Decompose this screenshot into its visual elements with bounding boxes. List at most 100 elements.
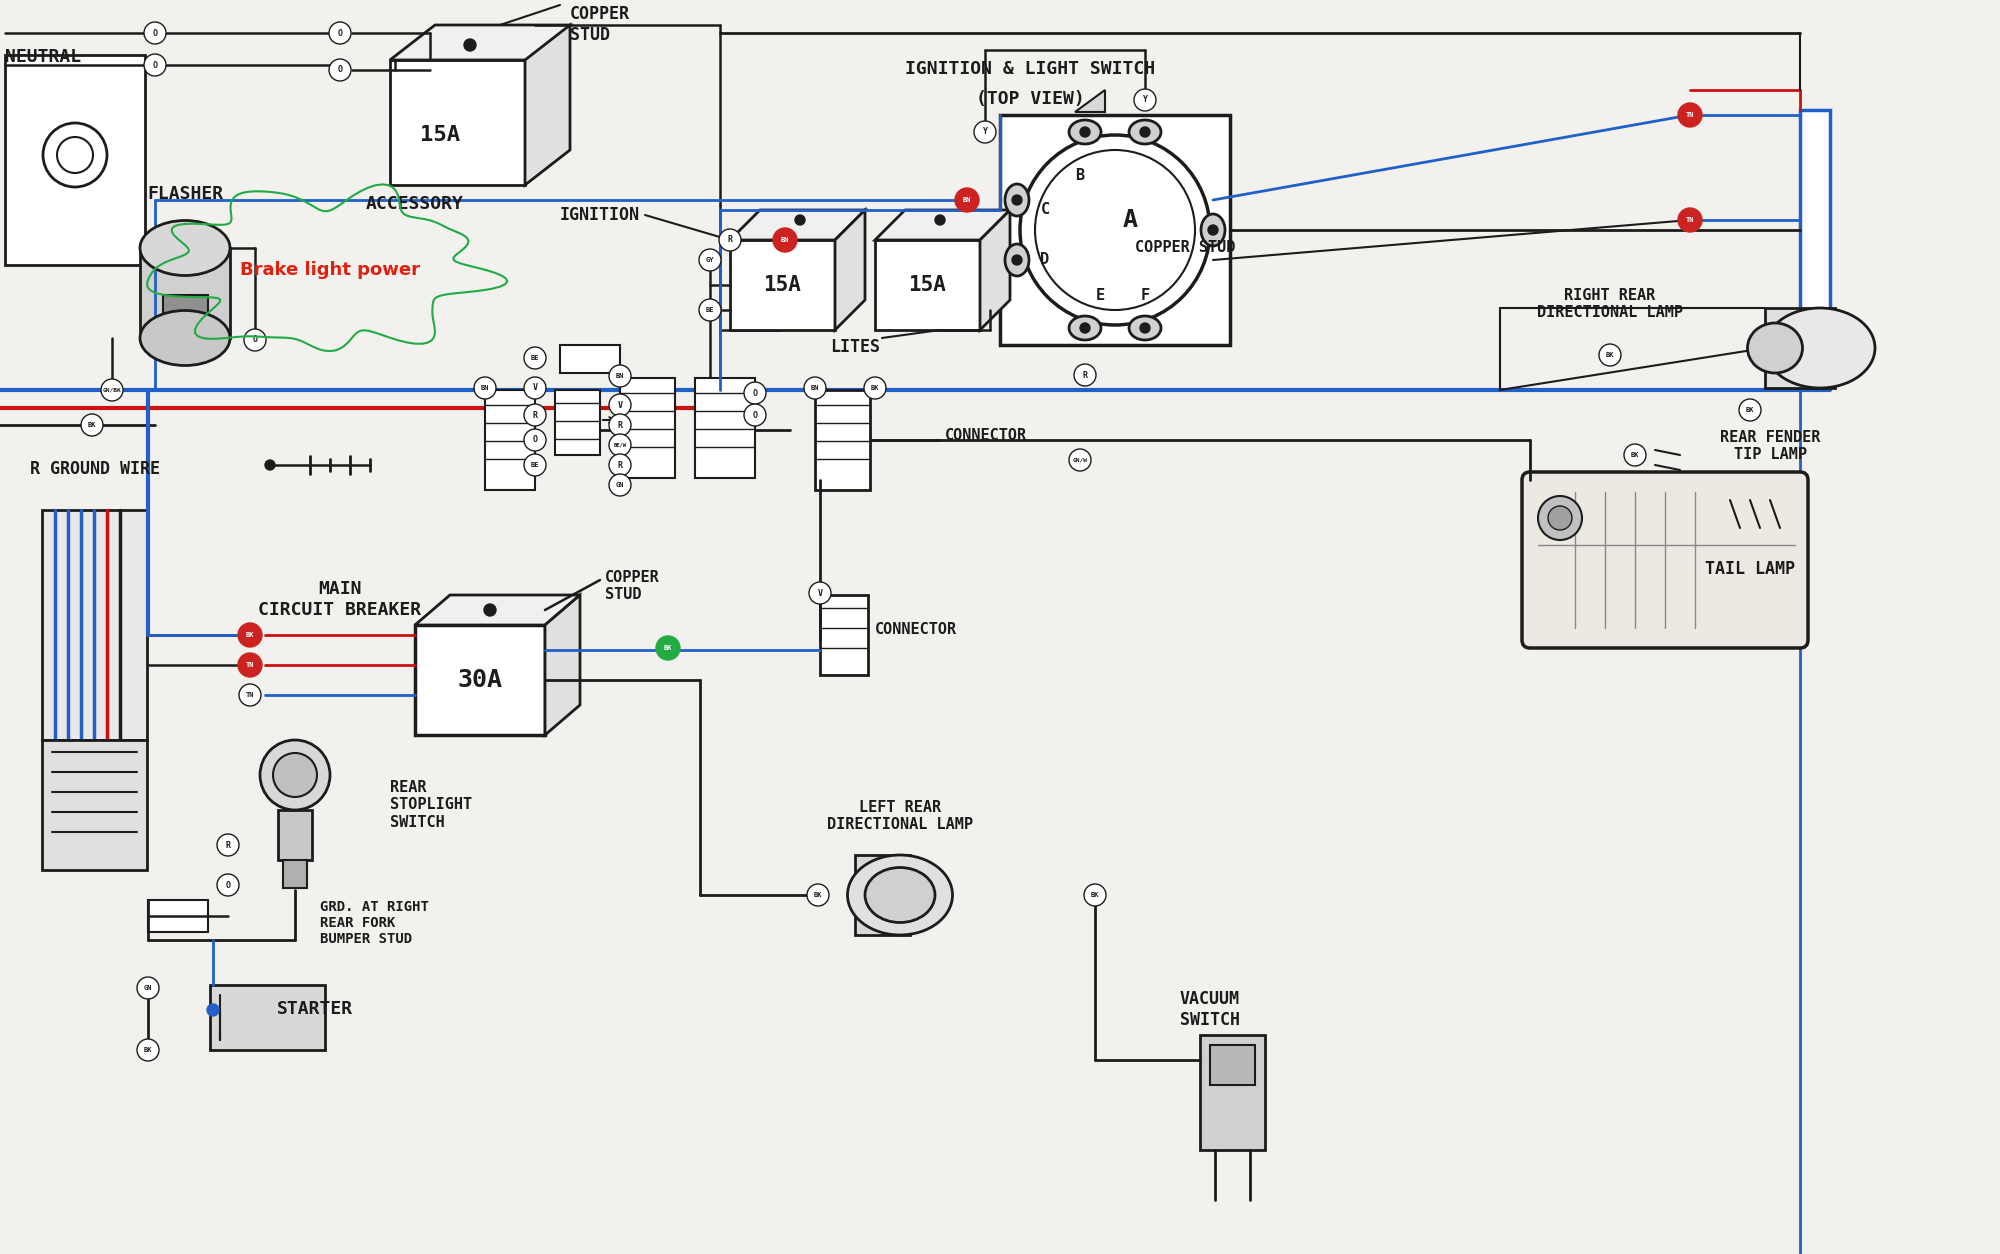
Text: CONNECTOR: CONNECTOR bbox=[946, 428, 1028, 443]
Text: BK: BK bbox=[1746, 408, 1754, 413]
Text: BK: BK bbox=[1090, 892, 1100, 898]
Circle shape bbox=[804, 377, 826, 399]
Text: R: R bbox=[1082, 370, 1088, 380]
Bar bbox=[620, 377, 676, 478]
Text: O: O bbox=[752, 389, 758, 398]
Circle shape bbox=[608, 394, 632, 416]
Bar bbox=[1766, 308, 1836, 387]
Circle shape bbox=[524, 429, 546, 451]
Text: BN: BN bbox=[616, 372, 624, 379]
Circle shape bbox=[1208, 224, 1218, 234]
Circle shape bbox=[208, 1004, 220, 1016]
Circle shape bbox=[1140, 324, 1150, 334]
Circle shape bbox=[44, 123, 108, 187]
Text: BK: BK bbox=[814, 892, 822, 898]
Text: O: O bbox=[532, 435, 538, 444]
Text: R: R bbox=[226, 840, 230, 849]
Circle shape bbox=[484, 604, 496, 616]
Circle shape bbox=[238, 653, 262, 677]
Text: IGNITION & LIGHT SWITCH: IGNITION & LIGHT SWITCH bbox=[904, 60, 1156, 78]
Circle shape bbox=[956, 188, 980, 212]
Circle shape bbox=[144, 23, 166, 44]
Circle shape bbox=[524, 404, 546, 426]
Circle shape bbox=[864, 377, 886, 399]
Text: O: O bbox=[338, 65, 342, 74]
Circle shape bbox=[936, 214, 946, 224]
Circle shape bbox=[608, 365, 632, 387]
Circle shape bbox=[974, 120, 996, 143]
Text: COPPER STUD: COPPER STUD bbox=[1136, 241, 1236, 256]
Text: BE: BE bbox=[530, 355, 540, 361]
Bar bbox=[856, 855, 910, 935]
Circle shape bbox=[1140, 127, 1150, 137]
Text: BK: BK bbox=[1630, 451, 1640, 458]
Text: R: R bbox=[618, 460, 622, 469]
Text: R GROUND WIRE: R GROUND WIRE bbox=[30, 460, 160, 478]
Bar bbox=[416, 624, 544, 735]
Circle shape bbox=[1012, 255, 1022, 265]
Circle shape bbox=[1624, 444, 1646, 466]
Text: O: O bbox=[752, 410, 758, 420]
Text: MAIN
CIRCUIT BREAKER: MAIN CIRCUIT BREAKER bbox=[258, 581, 422, 618]
Text: O: O bbox=[152, 60, 158, 69]
Text: R: R bbox=[618, 420, 622, 430]
Text: BK: BK bbox=[246, 632, 254, 638]
Ellipse shape bbox=[1006, 245, 1028, 276]
Circle shape bbox=[808, 582, 832, 604]
Text: LEFT REAR
DIRECTIONAL LAMP: LEFT REAR DIRECTIONAL LAMP bbox=[828, 800, 972, 833]
Polygon shape bbox=[876, 209, 1010, 240]
Ellipse shape bbox=[1068, 316, 1100, 340]
Text: 15A: 15A bbox=[420, 125, 460, 145]
Ellipse shape bbox=[848, 855, 952, 935]
Circle shape bbox=[524, 347, 546, 369]
Bar bbox=[560, 345, 620, 372]
FancyBboxPatch shape bbox=[1522, 472, 1808, 648]
Text: TN: TN bbox=[246, 662, 254, 668]
Text: BE/W: BE/W bbox=[614, 443, 626, 448]
Circle shape bbox=[608, 474, 632, 497]
Bar bbox=[876, 240, 980, 330]
Circle shape bbox=[100, 379, 124, 401]
Bar bbox=[210, 984, 324, 1050]
Bar bbox=[390, 60, 524, 186]
Circle shape bbox=[700, 298, 720, 321]
Text: E: E bbox=[1096, 287, 1104, 302]
Text: FLASHER: FLASHER bbox=[146, 186, 224, 203]
Text: CONNECTOR: CONNECTOR bbox=[876, 622, 958, 637]
Circle shape bbox=[524, 377, 546, 399]
Text: COPPER
STUD: COPPER STUD bbox=[604, 571, 660, 602]
Text: GN/W: GN/W bbox=[1072, 458, 1088, 463]
Text: Y: Y bbox=[982, 128, 988, 137]
Ellipse shape bbox=[1200, 214, 1224, 246]
Circle shape bbox=[744, 404, 766, 426]
Bar bbox=[1200, 1035, 1266, 1150]
Text: 30A: 30A bbox=[458, 668, 502, 692]
Polygon shape bbox=[980, 209, 1010, 330]
Circle shape bbox=[1678, 208, 1702, 232]
Text: VACUUM
SWITCH: VACUUM SWITCH bbox=[1180, 989, 1240, 1028]
Polygon shape bbox=[544, 594, 580, 735]
Text: BE: BE bbox=[530, 461, 540, 468]
Text: A: A bbox=[1122, 208, 1138, 232]
Circle shape bbox=[80, 414, 104, 436]
Circle shape bbox=[720, 229, 740, 251]
Text: R: R bbox=[728, 236, 732, 245]
Text: R: R bbox=[532, 410, 538, 420]
Bar bbox=[556, 390, 600, 455]
Polygon shape bbox=[390, 25, 570, 60]
Circle shape bbox=[328, 59, 352, 82]
Bar bbox=[42, 740, 148, 870]
Polygon shape bbox=[730, 209, 864, 240]
Circle shape bbox=[1020, 135, 1210, 325]
Circle shape bbox=[136, 977, 160, 999]
Circle shape bbox=[244, 329, 266, 351]
Circle shape bbox=[1074, 364, 1096, 386]
Ellipse shape bbox=[864, 868, 936, 923]
Text: BK: BK bbox=[664, 645, 672, 651]
Text: BK: BK bbox=[88, 423, 96, 428]
Text: BK: BK bbox=[1606, 352, 1614, 357]
Text: ACCESSORY: ACCESSORY bbox=[366, 196, 464, 213]
Circle shape bbox=[272, 752, 316, 798]
Circle shape bbox=[56, 137, 92, 173]
Text: REAR FENDER
TIP LAMP: REAR FENDER TIP LAMP bbox=[1720, 430, 1820, 463]
